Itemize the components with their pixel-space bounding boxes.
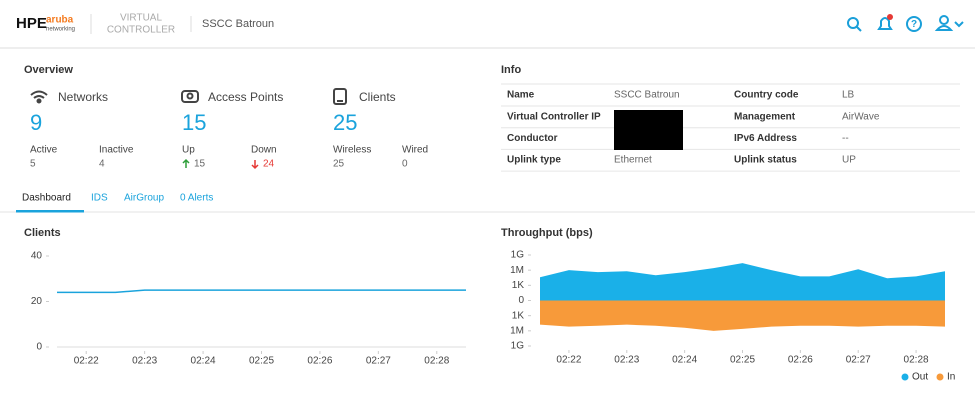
search-icon[interactable] — [847, 17, 862, 32]
tab[interactable]: Dashboard — [22, 193, 71, 204]
info-label: Country code — [734, 90, 799, 101]
stat-label: Up — [182, 145, 195, 156]
card-label: Networks — [58, 90, 108, 104]
ap-icon — [181, 90, 199, 103]
x-tick-label: 02:28 — [904, 355, 929, 366]
stat-value: 24 — [263, 159, 275, 170]
svg-text:?: ? — [911, 19, 917, 30]
card-value: 9 — [30, 110, 42, 135]
card-label: Access Points — [208, 90, 283, 104]
card-label: Clients — [359, 90, 396, 104]
x-tick-label: 02:27 — [846, 355, 871, 366]
y-tick-label: 1M — [510, 325, 524, 336]
info-label: IPv6 Address — [734, 133, 797, 144]
y-tick-label: 1K — [512, 310, 525, 321]
stat-value: 25 — [333, 159, 345, 170]
y-tick-label: 1K — [512, 280, 525, 291]
legend-label: In — [947, 372, 955, 383]
info-value: UP — [842, 155, 856, 166]
card-value: 15 — [182, 110, 206, 135]
info-label: Uplink type — [507, 155, 561, 166]
info-value: LB — [842, 90, 855, 101]
product: CONTROLLER — [107, 25, 175, 36]
stat-value: 0 — [402, 159, 408, 170]
tab[interactable]: IDS — [91, 193, 108, 204]
area-in — [540, 300, 945, 331]
stat-label: Down — [251, 145, 277, 156]
legend-dot — [936, 373, 944, 381]
header-icons: ? — [847, 14, 964, 32]
tab[interactable]: AirGroup — [124, 193, 164, 204]
stat-arrow — [182, 158, 190, 168]
tab-underline — [16, 210, 84, 213]
alerts-icon[interactable] — [877, 14, 893, 30]
y-tick-label: 0 — [518, 295, 524, 306]
info-label: Conductor — [507, 133, 558, 144]
overview-icons — [30, 88, 347, 105]
x-tick-label: 02:23 — [614, 355, 639, 366]
stat-label: Inactive — [99, 145, 134, 156]
stat-label: Wireless — [333, 145, 371, 156]
y-tick-label: 1G — [511, 341, 525, 352]
section-title: Info — [501, 64, 521, 76]
logo: HPE — [16, 15, 47, 32]
stat-value: 4 — [99, 159, 105, 170]
area-out — [540, 263, 945, 301]
y-tick-label: 1M — [510, 265, 524, 276]
stat-value: 15 — [194, 159, 206, 170]
info-label: Virtual Controller IP — [507, 111, 601, 122]
user-icon[interactable] — [934, 15, 964, 31]
logo-sub: networking — [46, 27, 75, 33]
x-tick-label: 02:26 — [307, 356, 332, 367]
legend-label: Out — [912, 372, 928, 383]
x-tick-label: 02:24 — [191, 356, 216, 367]
info-value: SSCC Batroun — [614, 90, 680, 101]
chart-title: Clients — [24, 227, 61, 239]
clients-icon — [333, 88, 347, 105]
stat-arrow — [251, 160, 259, 170]
x-tick-label: 02:25 — [730, 355, 755, 366]
info-label: Name — [507, 90, 535, 101]
redacted — [614, 110, 683, 150]
header-bg — [0, 0, 975, 48]
help-icon[interactable]: ? — [906, 16, 922, 32]
card-value: 25 — [333, 110, 357, 135]
info-label: Management — [734, 111, 796, 122]
info-value: -- — [842, 133, 849, 144]
x-tick-label: 02:26 — [788, 355, 813, 366]
chart-title: Throughput (bps) — [501, 227, 593, 239]
y-tick-label: 1G — [511, 250, 525, 261]
x-tick-label: 02:25 — [249, 356, 274, 367]
site-name[interactable]: SSCC Batroun — [202, 18, 274, 30]
x-tick-label: 02:27 — [366, 356, 391, 367]
y-tick-label: 0 — [36, 342, 42, 353]
section-title: Overview — [24, 64, 73, 76]
stat-value: 5 — [30, 159, 36, 170]
legend-dot — [901, 373, 909, 381]
x-tick-label: 02:24 — [672, 355, 697, 366]
clients-line — [57, 289, 466, 294]
tab[interactable]: 0 Alerts — [180, 193, 213, 204]
y-tick-label: 40 — [31, 251, 43, 262]
stat-label: Active — [30, 145, 58, 156]
stat-label: Wired — [402, 145, 428, 156]
info-label: Uplink status — [734, 155, 797, 166]
info-value: AirWave — [842, 111, 880, 122]
networks-icon — [30, 90, 48, 104]
x-tick-label: 02:23 — [132, 356, 157, 367]
product: VIRTUAL — [120, 13, 162, 24]
info-value: Ethernet — [614, 155, 652, 166]
y-tick-label: 20 — [31, 296, 43, 307]
x-tick-label: 02:28 — [424, 356, 449, 367]
x-tick-label: 02:22 — [74, 356, 99, 367]
x-tick-label: 02:22 — [556, 355, 581, 366]
logo-brand: aruba — [46, 15, 74, 26]
